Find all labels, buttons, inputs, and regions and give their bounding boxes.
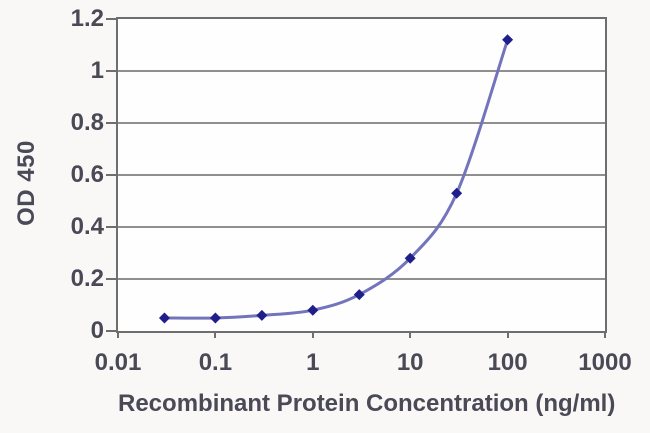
- x-tick-label: 1000: [578, 349, 632, 376]
- x-tick-mark: [117, 333, 119, 338]
- y-tick-label: 0.2: [70, 265, 104, 292]
- data-curve: [164, 39, 510, 320]
- x-tick-label: 10: [396, 349, 424, 376]
- y-tick-mark: [106, 122, 116, 124]
- y-tick-label: 0.8: [70, 109, 104, 136]
- data-point-marker: [353, 289, 365, 301]
- y-axis-title: OD 450: [13, 140, 40, 226]
- y-tick-mark: [106, 330, 116, 332]
- x-tick-label: 0.1: [198, 349, 233, 376]
- x-tick-mark: [214, 333, 217, 338]
- data-point-marker: [451, 187, 463, 199]
- data-point-marker: [404, 252, 416, 264]
- data-point-marker: [209, 312, 221, 324]
- y-tick-label: 0: [90, 317, 104, 344]
- data-point-marker: [307, 304, 319, 316]
- y-tick-mark: [106, 174, 116, 176]
- y-tick-mark: [106, 278, 116, 280]
- x-tick-mark: [506, 333, 509, 338]
- x-axis-title: Recombinant Protein Concentration (ng/ml…: [118, 390, 616, 417]
- data-point-marker: [158, 312, 170, 324]
- y-tick-label: 0.6: [70, 161, 104, 188]
- y-tick-label: 1: [90, 57, 104, 84]
- x-tick-label: 1: [306, 349, 320, 376]
- y-tick-label: 1.2: [70, 5, 104, 32]
- x-tick-mark: [311, 333, 314, 338]
- data-point-marker: [502, 34, 514, 46]
- y-tick-mark: [106, 18, 116, 20]
- y-tick-label: 0.4: [70, 213, 104, 240]
- y-tick-mark: [106, 226, 116, 228]
- x-tick-label: 0.01: [94, 349, 142, 376]
- plot-area: [116, 17, 607, 333]
- x-tick-label: 100: [487, 349, 528, 376]
- x-tick-mark: [604, 333, 606, 338]
- data-point-marker: [256, 309, 268, 321]
- x-tick-mark: [409, 333, 412, 338]
- curve-svg: [118, 34, 605, 324]
- y-tick-mark: [106, 70, 116, 72]
